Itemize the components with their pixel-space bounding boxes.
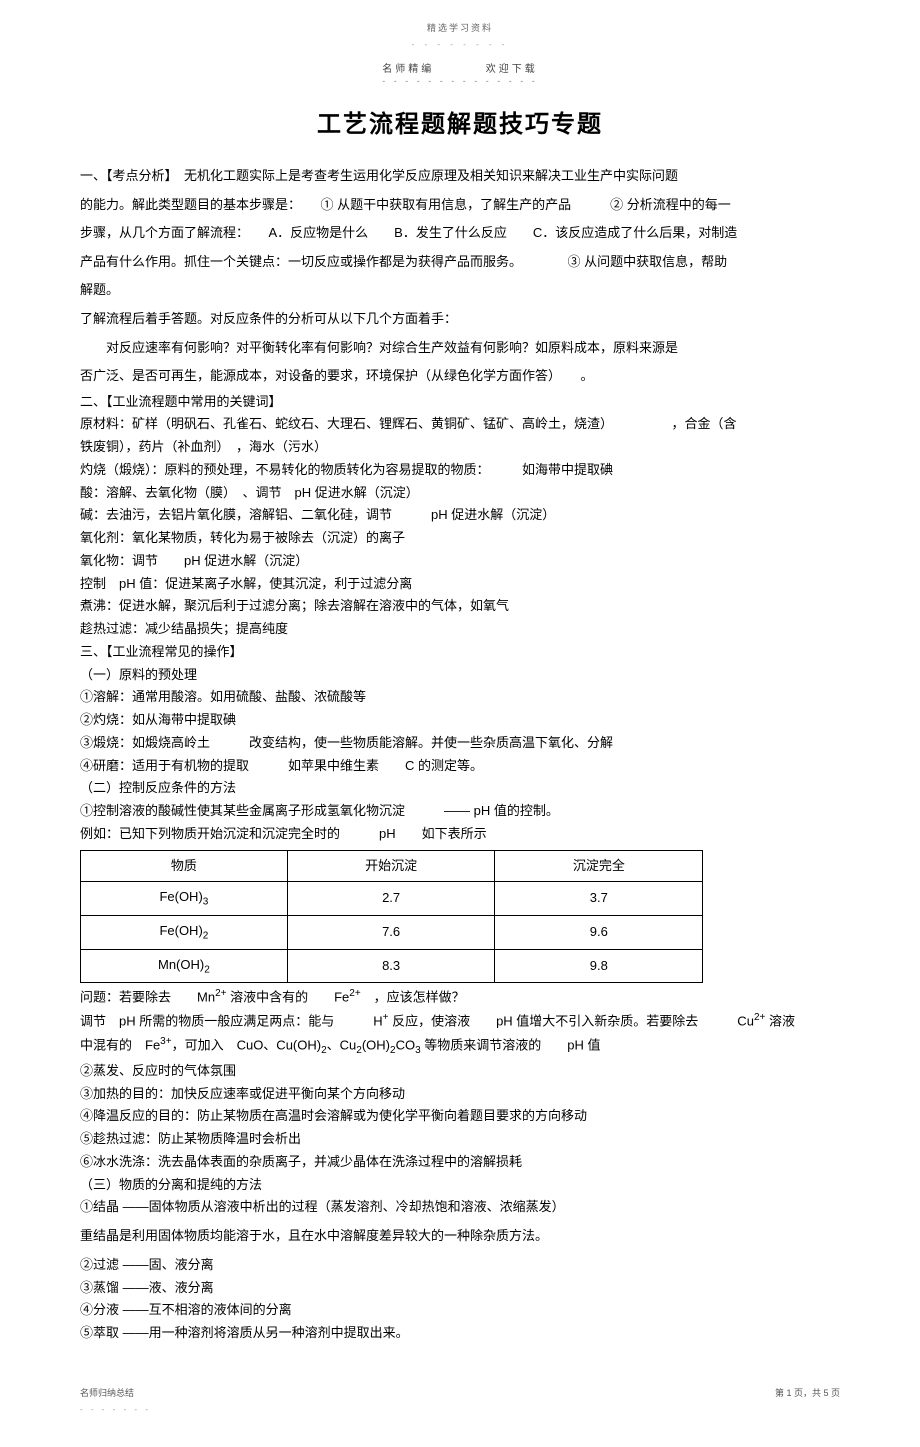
footer-dots: - - - - - - - xyxy=(80,1402,151,1417)
cell: Fe(OH)3 xyxy=(81,882,288,916)
s1-p3: 对反应速率有何影响？对平衡转化率有何影响？对综合生产效益有何影响？如原料成本，原… xyxy=(80,334,840,363)
s3-s1l1: ①溶解：通常用酸溶。如用硫酸、盐酸、浓硫酸等 xyxy=(80,686,840,709)
s1-p1c: 步骤，从几个方面了解流程： A．反应物是什么 B．发生了什么反应 C．该反应造成… xyxy=(80,219,840,248)
s1-p1b: 的能力。解此类型题目的基本步骤是： ① 从题干中获取有用信息，了解生产的产品 ②… xyxy=(80,191,840,220)
cell: Fe(OH)2 xyxy=(81,916,288,950)
s3-h: 三、【工业流程常见的操作】 xyxy=(80,641,840,664)
s2-l3: 酸：溶解、去氧化物（膜） 、调节 pH 促进水解（沉淀） xyxy=(80,482,840,505)
s3-sub2: （二）控制反应条件的方法 xyxy=(80,777,840,800)
cell: Mn(OH)2 xyxy=(81,949,288,983)
s2-l7: 控制 pH 值：促进某离子水解，使其沉淀，利于过滤分离 xyxy=(80,573,840,596)
sub-underline: - - - - - - - - - - - - - - xyxy=(80,73,840,90)
s2-l1b: 铁废铜），药片（补血剂） ，海水（污水） xyxy=(80,436,840,459)
s3-sub1: （一）原料的预处理 xyxy=(80,664,840,687)
at-l3: 中混有的 Fe3+，可加入 CuO、Cu(OH)2、Cu2(OH)2CO3 等物… xyxy=(80,1033,840,1059)
at-l1: 问题：若要除去 Mn2+ 溶液中含有的 Fe2+ ，应该怎样做？ xyxy=(80,985,840,1009)
cell: 7.6 xyxy=(287,916,495,950)
at-l8: ⑥冰水洗涤：洗去晶体表面的杂质离子，并减少晶体在洗涤过程中的溶解损耗 xyxy=(80,1151,840,1174)
at-l4: ②蒸发、反应时的气体氛围 xyxy=(80,1060,840,1083)
s2-l4: 碱：去油污，去铝片氧化膜，溶解铝、二氧化硅，调节 pH 促进水解（沉淀） xyxy=(80,504,840,527)
table-row: Fe(OH)2 7.6 9.6 xyxy=(81,916,703,950)
s2-l9: 趁热过滤：减少结晶损失；提高纯度 xyxy=(80,618,840,641)
cell: 9.6 xyxy=(495,916,703,950)
table-header-row: 物质 开始沉淀 沉淀完全 xyxy=(81,850,703,882)
s3-s1l3: ③煅烧：如煅烧高岭土 改变结构，使一些物质能溶解。并使一些杂质高温下氧化、分解 xyxy=(80,732,840,755)
page-title: 工艺流程题解题技巧专题 xyxy=(80,102,840,148)
footer-left: 名师归纳总结 xyxy=(80,1385,151,1402)
ph-table: 物质 开始沉淀 沉淀完全 Fe(OH)3 2.7 3.7 Fe(OH)2 7.6… xyxy=(80,850,703,983)
table-row: Mn(OH)2 8.3 9.8 xyxy=(81,949,703,983)
s2-l6: 氧化物：调节 pH 促进水解（沉淀） xyxy=(80,550,840,573)
s1-p1a: 一、【考点分析】 无机化工题实际上是考查考生运用化学反应原理及相关知识来解决工业… xyxy=(80,162,840,191)
at-m5: ⑤萃取 ——用一种溶剂将溶质从另一种溶剂中提取出来。 xyxy=(80,1322,840,1345)
th-3: 沉淀完全 xyxy=(495,850,703,882)
s3-s2l2: 例如：已知下列物质开始沉淀和沉淀完全时的 pH 如下表所示 xyxy=(80,823,840,846)
s3-s2l1: ①控制溶液的酸碱性使其某些金属离子形成氢氧化物沉淀 —— pH 值的控制。 xyxy=(80,800,840,823)
at-m1b: 重结晶是利用固体物质均能溶于水，且在水中溶解度差异较大的一种除杂质方法。 xyxy=(80,1225,840,1248)
s2-h: 二、【工业流程题中常用的关键词】 xyxy=(80,391,840,414)
s1-p2: 了解流程后着手答题。对反应条件的分析可从以下几个方面着手： xyxy=(80,305,840,334)
cell: 2.7 xyxy=(287,882,495,916)
cell: 3.7 xyxy=(495,882,703,916)
cell: 8.3 xyxy=(287,949,495,983)
s2-l5: 氧化剂：氧化某物质，转化为易于被除去（沉淀）的离子 xyxy=(80,527,840,550)
at-sub3: （三）物质的分离和提纯的方法 xyxy=(80,1174,840,1197)
at-l7: ⑤趁热过滤：防止某物质降温时会析出 xyxy=(80,1128,840,1151)
top-dots: - - - - - - - - xyxy=(80,37,840,52)
at-m2: ②过滤 ——固、液分离 xyxy=(80,1254,840,1277)
at-m3: ③蒸馏 ——液、液分离 xyxy=(80,1277,840,1300)
s1-p1e: 解题。 xyxy=(80,276,840,305)
at-m1: ①结晶 ——固体物质从溶液中析出的过程（蒸发溶剂、冷却热饱和溶液、浓缩蒸发） xyxy=(80,1196,840,1219)
s1-p1d: 产品有什么作用。抓住一个关键点：一切反应或操作都是为获得产品而服务。 ③ 从问题… xyxy=(80,248,840,277)
footer-right: 第 1 页，共 5 页 xyxy=(775,1385,840,1417)
s2-l8: 煮沸：促进水解，聚沉后利于过滤分离；除去溶解在溶液中的气体，如氧气 xyxy=(80,595,840,618)
s2-l1: 原材料：矿样（明矾石、孔雀石、蛇纹石、大理石、锂辉石、黄铜矿、锰矿、高岭土，烧渣… xyxy=(80,413,840,436)
s3-s1l2: ②灼烧：如从海带中提取碘 xyxy=(80,709,840,732)
cell: 9.8 xyxy=(495,949,703,983)
th-1: 物质 xyxy=(81,850,288,882)
at-l6: ④降温反应的目的：防止某物质在高温时会溶解或为使化学平衡向着题目要求的方向移动 xyxy=(80,1105,840,1128)
table-row: Fe(OH)3 2.7 3.7 xyxy=(81,882,703,916)
top-label: 精选学习资料 xyxy=(80,20,840,37)
footer: 名师归纳总结 - - - - - - - 第 1 页，共 5 页 xyxy=(80,1385,840,1417)
s3-s1l4: ④研磨：适用于有机物的提取 如苹果中维生素 C 的测定等。 xyxy=(80,755,840,778)
at-l2: 调节 pH 所需的物质一般应满足两点：能与 H+ 反应，使溶液 pH 值增大不引… xyxy=(80,1009,840,1033)
at-l5: ③加热的目的：加快反应速率或促进平衡向某个方向移动 xyxy=(80,1083,840,1106)
s1-p4: 否广泛、是否可再生，能源成本，对设备的要求，环境保护（从绿色化学方面作答） 。 xyxy=(80,362,840,391)
s2-l2: 灼烧（煅烧）：原料的预处理，不易转化的物质转化为容易提取的物质： 如海带中提取碘 xyxy=(80,459,840,482)
th-2: 开始沉淀 xyxy=(287,850,495,882)
